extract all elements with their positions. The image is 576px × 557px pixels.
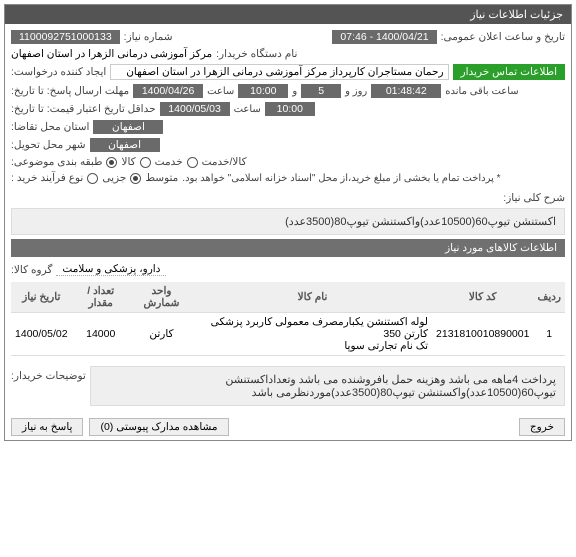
table-row: 1 2131810010890001 لوله اکستنشن یکبارمصر… — [11, 313, 565, 356]
loc-delivery-label: شهر محل تحویل: — [11, 139, 86, 151]
announce-label: تاریخ و ساعت اعلان عمومی: — [441, 31, 565, 43]
bt-low-label: جزیی — [102, 172, 126, 184]
cell-unit: کارتن — [130, 313, 193, 356]
buy-type-label: نوع فرآیند خرید : — [11, 172, 83, 184]
loc-request-label: استان محل تقاضا: — [11, 121, 89, 133]
group-label: گروه کالا: — [11, 264, 52, 276]
cell-qty: 14000 — [72, 313, 130, 356]
bt-low-radio[interactable] — [87, 173, 98, 184]
remain-label: ساعت باقی مانده — [445, 86, 518, 97]
validity-time: 10:00 — [265, 102, 315, 116]
need-no-value: 1100092751000133 — [11, 30, 120, 44]
group-value: دارو، پزشکی و سلامت — [56, 263, 166, 276]
th-row: ردیف — [533, 282, 565, 313]
th-date: تاریخ نیاز — [11, 282, 72, 313]
cat-service-radio[interactable] — [140, 157, 151, 168]
buy-note: * پرداخت تمام یا بخشی از مبلغ خرید،از مح… — [182, 173, 500, 184]
buyer-label: نام دستگاه خریدار: — [216, 48, 297, 60]
exit-button[interactable]: خروج — [519, 418, 565, 436]
th-name: نام کالا — [193, 282, 432, 313]
cell-row: 1 — [533, 313, 565, 356]
announce-value: 1400/04/21 - 07:46 — [332, 30, 436, 44]
bt-med-radio[interactable] — [130, 173, 141, 184]
deadline-time: 10:00 — [238, 84, 288, 98]
validity-label: حداقل تاریخ اعتبار قیمت: تا تاریخ: — [11, 103, 156, 115]
brief-label: شرح کلی نیاز: — [11, 190, 565, 206]
remain-value: 01:48:42 — [371, 84, 441, 98]
deadline-label: مهلت ارسال پاسخ: تا تاریخ: — [11, 85, 129, 97]
reply-button[interactable]: پاسخ به نیاز — [11, 418, 83, 436]
time-label-1: ساعت — [207, 86, 234, 97]
panel-title: جزئیات اطلاعات نیاز — [5, 5, 571, 24]
city-request: اصفهان — [93, 120, 163, 134]
notes-value: پرداخت 4ماهه می باشد وهزینه حمل بافروشند… — [90, 366, 565, 406]
days-label: روز و — [345, 86, 367, 97]
attachments-button[interactable]: مشاهده مدارک پیوستی (0) — [89, 418, 228, 436]
notes-label: توضیحات خریدار: — [11, 364, 86, 382]
items-subheader: اطلاعات کالاهای مورد نیاز — [11, 239, 565, 257]
cat-service-label: خدمت — [155, 156, 183, 168]
cat-goodsvc-label: کالا/خدمت — [202, 156, 247, 168]
cat-goodsvc-radio[interactable] — [187, 157, 198, 168]
days-value: 5 — [301, 84, 341, 98]
cell-name: لوله اکستنشن یکبارمصرف معمولی کاربرد پزش… — [193, 313, 432, 356]
cell-date: 1400/05/02 — [11, 313, 72, 356]
items-table: ردیف کد کالا نام کالا واحد شمارش تعداد /… — [11, 282, 565, 356]
cell-code: 2131810010890001 — [432, 313, 533, 356]
th-code: کد کالا — [432, 282, 533, 313]
cat-goods-radio[interactable] — [106, 157, 117, 168]
cat-goods-label: کالا — [121, 156, 135, 168]
buyer-value: مرکز آموزشی درمانی الزهرا در استان اصفها… — [11, 48, 212, 60]
th-qty: تعداد / مقدار — [72, 282, 130, 313]
validity-date: 1400/05/03 — [160, 102, 230, 116]
brief-value: اکستنشن تیوپ60(10500عدد)واکستنشن تیوپ80(… — [11, 208, 565, 235]
need-no-label: شماره نیاز: — [124, 31, 173, 43]
th-unit: واحد شمارش — [130, 282, 193, 313]
creator-label: ایجاد کننده درخواست: — [11, 66, 106, 78]
contact-buyer-button[interactable]: اطلاعات تماس خریدار — [453, 64, 565, 80]
time-label-2: ساعت — [234, 104, 261, 115]
and-label: و — [292, 86, 297, 97]
category-label: طبقه بندی موضوعی: — [11, 156, 102, 168]
bt-med-label: متوسط — [145, 172, 178, 184]
creator-value: رحمان مستاجران کارپرداز مرکز آموزشی درما… — [110, 64, 448, 80]
deadline-date: 1400/04/26 — [133, 84, 203, 98]
city-delivery: اصفهان — [90, 138, 160, 152]
